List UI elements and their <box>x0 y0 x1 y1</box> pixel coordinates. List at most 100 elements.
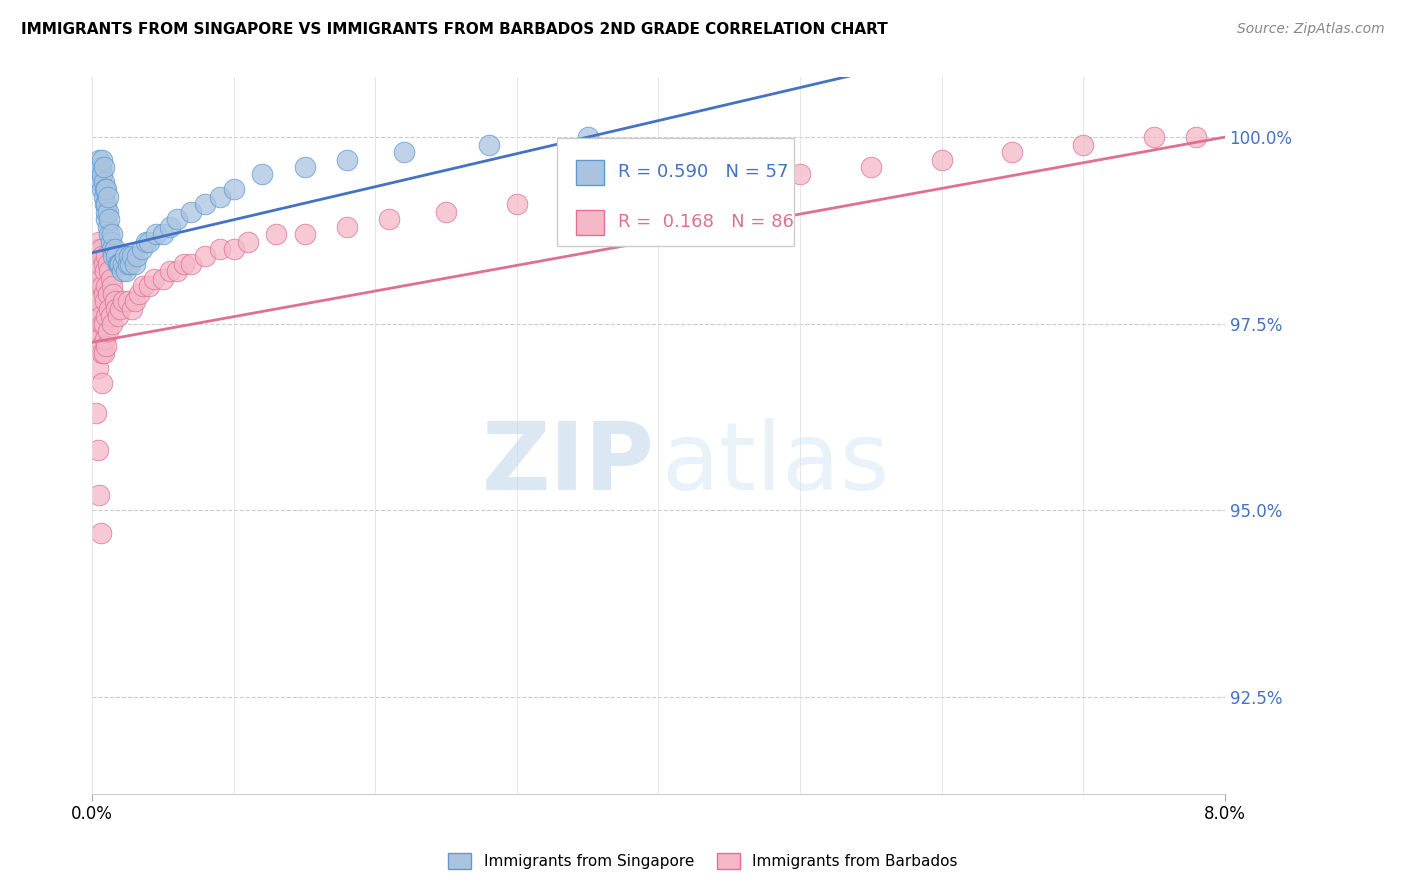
Point <box>96 182 118 196</box>
Point <box>111 264 134 278</box>
Point <box>127 250 149 264</box>
Point <box>100 272 122 286</box>
Point <box>647 182 669 196</box>
Point <box>87 301 110 316</box>
Point <box>86 257 108 271</box>
Point <box>107 257 129 271</box>
Point <box>124 294 146 309</box>
Point <box>576 190 599 204</box>
Point <box>121 250 143 264</box>
Point <box>143 272 166 286</box>
Point <box>931 153 953 167</box>
Point <box>1001 145 1024 159</box>
Point <box>121 301 143 316</box>
Point <box>91 168 114 182</box>
Point <box>97 204 120 219</box>
Point <box>93 190 115 204</box>
Point <box>87 361 110 376</box>
Point <box>93 160 115 174</box>
Point <box>96 250 118 264</box>
Point <box>93 346 115 360</box>
Point <box>506 197 529 211</box>
Point <box>97 257 120 271</box>
Point <box>89 264 111 278</box>
Point <box>101 279 124 293</box>
Point <box>87 443 110 458</box>
Point <box>859 160 882 174</box>
Point <box>90 160 112 174</box>
Point <box>103 286 125 301</box>
Point <box>378 212 401 227</box>
Point <box>101 317 124 331</box>
Point <box>91 376 114 391</box>
Point <box>108 257 131 271</box>
Point <box>159 219 181 234</box>
Point <box>138 279 160 293</box>
Text: ZIP: ZIP <box>482 418 655 510</box>
Point <box>90 175 112 189</box>
Point <box>89 168 111 182</box>
Point <box>104 294 127 309</box>
Point <box>294 227 316 241</box>
FancyBboxPatch shape <box>576 160 605 185</box>
Point <box>100 235 122 249</box>
Text: R = 0.590   N = 57: R = 0.590 N = 57 <box>617 163 789 181</box>
Point <box>89 488 111 502</box>
Point <box>152 227 174 241</box>
Point <box>91 153 114 167</box>
Point <box>97 219 120 234</box>
Point <box>91 346 114 360</box>
FancyBboxPatch shape <box>576 210 605 235</box>
Point <box>208 190 231 204</box>
Point <box>94 182 117 196</box>
Point <box>135 235 157 249</box>
Point <box>84 317 107 331</box>
Point <box>115 264 138 278</box>
Point <box>98 227 121 241</box>
Point <box>131 242 153 256</box>
Point <box>100 309 122 323</box>
Point <box>101 227 124 241</box>
Point <box>222 242 245 256</box>
Point <box>145 227 167 241</box>
Point <box>132 279 155 293</box>
Point <box>90 309 112 323</box>
Point <box>97 286 120 301</box>
Point <box>98 301 121 316</box>
Point <box>208 242 231 256</box>
Point <box>91 317 114 331</box>
Point <box>87 332 110 346</box>
Point <box>152 272 174 286</box>
Text: IMMIGRANTS FROM SINGAPORE VS IMMIGRANTS FROM BARBADOS 2ND GRADE CORRELATION CHAR: IMMIGRANTS FROM SINGAPORE VS IMMIGRANTS … <box>21 22 887 37</box>
Point <box>138 235 160 249</box>
Point <box>91 279 114 293</box>
Point <box>128 286 150 301</box>
Point <box>89 294 111 309</box>
Point <box>180 257 202 271</box>
Point <box>104 242 127 256</box>
Point <box>117 257 139 271</box>
Point <box>84 279 107 293</box>
Point <box>789 168 811 182</box>
Point <box>110 301 132 316</box>
Legend: Immigrants from Singapore, Immigrants from Barbados: Immigrants from Singapore, Immigrants fr… <box>443 847 963 875</box>
Point <box>336 153 359 167</box>
Point <box>1143 130 1166 145</box>
Point <box>86 294 108 309</box>
Point <box>110 257 132 271</box>
Point <box>96 197 118 211</box>
Point <box>112 257 135 271</box>
Point <box>93 317 115 331</box>
Point <box>124 257 146 271</box>
Point <box>336 219 359 234</box>
Point <box>97 324 120 338</box>
Point <box>91 182 114 196</box>
Point <box>250 168 273 182</box>
Point <box>96 212 118 227</box>
Point <box>87 242 110 256</box>
Point <box>94 332 117 346</box>
Point <box>236 235 259 249</box>
Point <box>96 204 118 219</box>
Point <box>173 257 195 271</box>
Point <box>86 339 108 353</box>
